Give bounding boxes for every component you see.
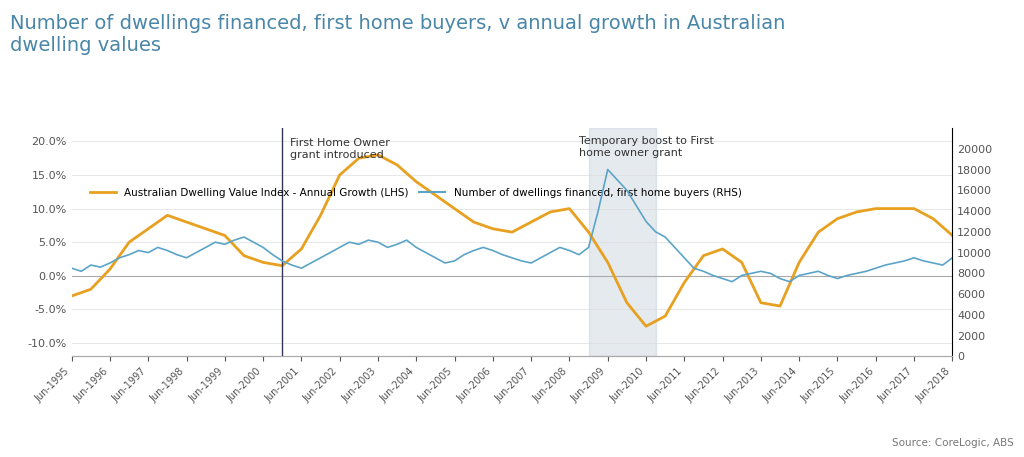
Text: Temporary boost to First
home owner grant: Temporary boost to First home owner gran… — [579, 136, 714, 158]
Text: Source: CoreLogic, ABS: Source: CoreLogic, ABS — [892, 438, 1014, 448]
Bar — [589, 128, 655, 356]
Legend: Australian Dwelling Value Index - Annual Growth (LHS), Number of dwellings finan: Australian Dwelling Value Index - Annual… — [86, 183, 745, 202]
Text: Number of dwellings financed, first home buyers, v annual growth in Australian
d: Number of dwellings financed, first home… — [10, 14, 785, 55]
Text: First Home Owner
grant introduced: First Home Owner grant introduced — [290, 138, 390, 159]
